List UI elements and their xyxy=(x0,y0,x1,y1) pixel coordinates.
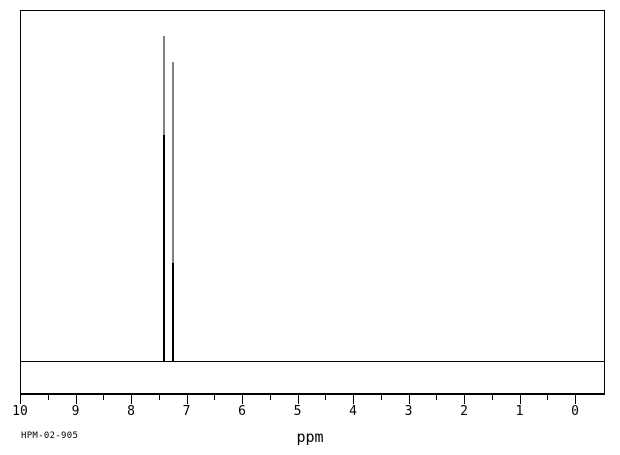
peak-aromatic-multiplet-b xyxy=(172,62,174,361)
x-tick-label-5: 5 xyxy=(293,404,302,419)
x-tick-major xyxy=(186,395,188,404)
peak-stem-a xyxy=(163,36,165,135)
x-tick-label-8: 8 xyxy=(127,404,135,419)
x-tick-major xyxy=(242,395,243,404)
x-tick-label-7: 7 xyxy=(182,404,191,419)
x-tick-minor xyxy=(436,395,438,400)
x-tick-label-3: 3 xyxy=(404,404,413,419)
x-axis-title: ppm xyxy=(296,428,324,446)
x-tick-label-1: 1 xyxy=(515,404,524,419)
x-tick-label-9: 9 xyxy=(71,404,80,419)
x-tick-major xyxy=(575,395,576,404)
x-tick-label-0: 0 xyxy=(571,404,579,419)
x-tick-label-10: 10 xyxy=(12,404,28,419)
x-tick-minor xyxy=(103,395,105,400)
peak-aromatic-multiplet-a xyxy=(163,36,165,361)
peak-layer xyxy=(20,10,605,361)
x-tick-minor xyxy=(491,395,493,400)
x-tick-label-2: 2 xyxy=(460,404,468,419)
baseline xyxy=(20,361,605,362)
x-tick-major xyxy=(20,395,21,404)
x-tick-minor xyxy=(380,395,382,400)
x-tick-label-6: 6 xyxy=(238,404,246,419)
x-tick-major xyxy=(131,395,132,404)
x-tick-major xyxy=(464,395,465,404)
plot-frame xyxy=(20,10,605,394)
x-tick-minor xyxy=(214,395,216,400)
x-tick-major xyxy=(297,395,299,404)
x-tick-major xyxy=(353,395,354,404)
sample-id-label: HPM-02-905 xyxy=(21,431,79,441)
peak-stem-b xyxy=(172,62,174,263)
x-tick-major xyxy=(519,395,521,404)
x-tick-minor xyxy=(158,395,160,400)
x-tick-major xyxy=(408,395,410,404)
x-tick-minor xyxy=(269,395,271,400)
x-tick-minor xyxy=(547,395,549,400)
x-tick-major xyxy=(75,395,77,404)
x-axis-line xyxy=(20,394,605,395)
x-tick-minor xyxy=(325,395,327,400)
x-tick-minor xyxy=(47,395,49,400)
x-tick-label-4: 4 xyxy=(349,404,357,419)
